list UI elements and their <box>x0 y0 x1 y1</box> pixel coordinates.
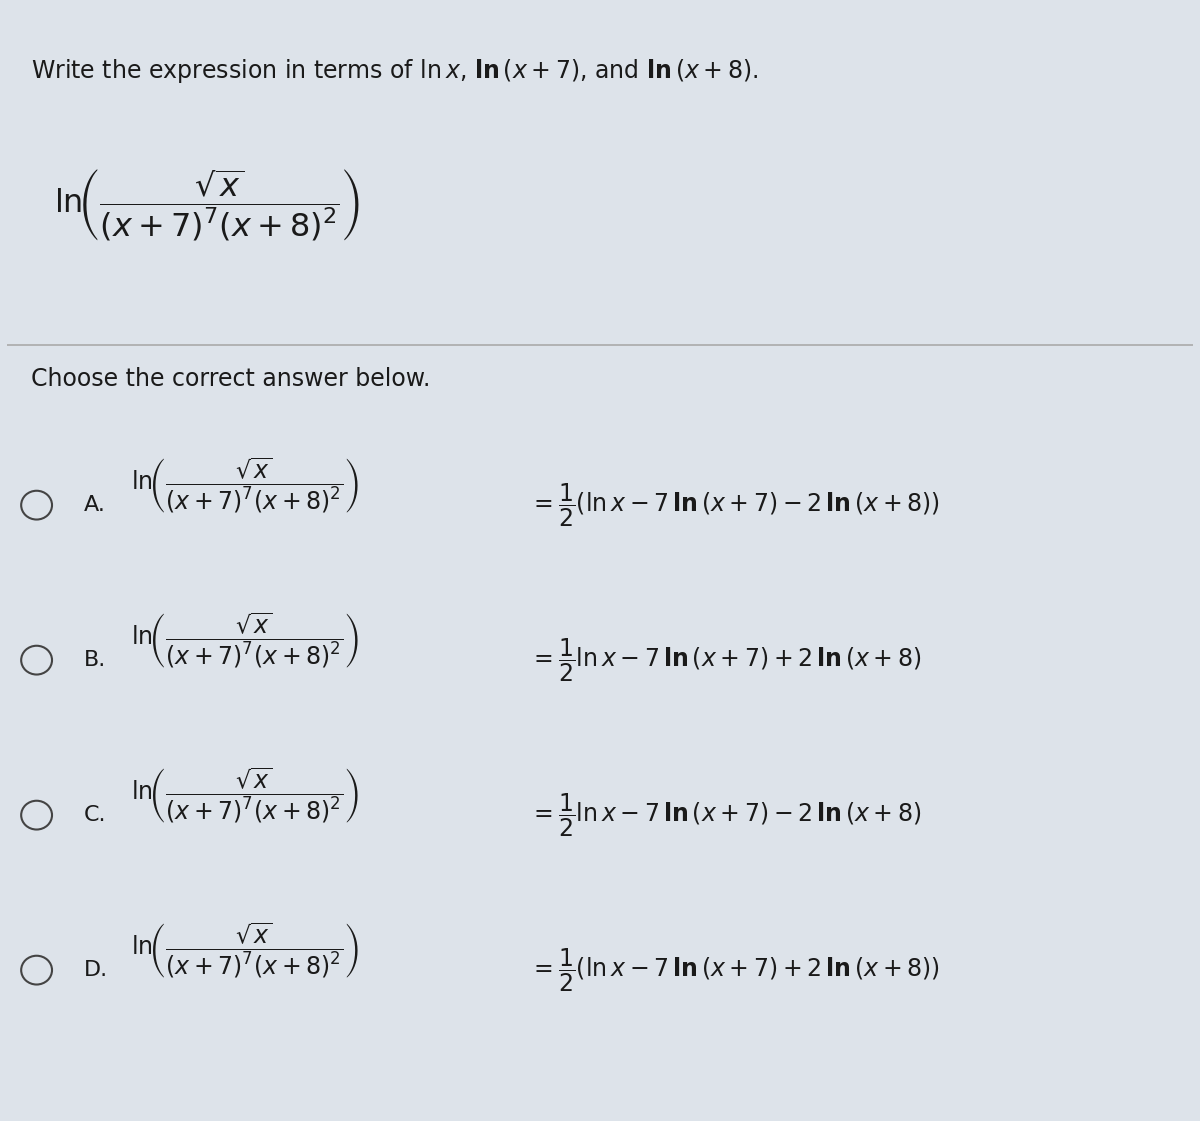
Text: B.: B. <box>84 650 107 670</box>
Text: $= \dfrac{1}{2}\ln x - 7\,\mathbf{ln}\,(x+7) - 2\,\mathbf{ln}\,(x+8)$: $= \dfrac{1}{2}\ln x - 7\,\mathbf{ln}\,(… <box>529 791 922 839</box>
Text: $\mathrm{ln}\!\left(\dfrac{\sqrt{x}}{(x+7)^7(x+8)^2}\right)$: $\mathrm{ln}\!\left(\dfrac{\sqrt{x}}{(x+… <box>132 610 359 670</box>
Text: A.: A. <box>84 495 106 516</box>
Text: Choose the correct answer below.: Choose the correct answer below. <box>31 367 430 391</box>
Text: $= \dfrac{1}{2}\ln x - 7\,\mathbf{ln}\,(x+7) + 2\,\mathbf{ln}\,(x+8)$: $= \dfrac{1}{2}\ln x - 7\,\mathbf{ln}\,(… <box>529 637 922 684</box>
Text: Write the expression in terms of $\ln x$, $\mathbf{ln}\,(x+7)$, and $\mathbf{ln}: Write the expression in terms of $\ln x$… <box>31 57 758 85</box>
Text: D.: D. <box>84 960 108 980</box>
Text: $\mathrm{ln}\!\left(\dfrac{\sqrt{x}}{(x+7)^7(x+8)^2}\right)$: $\mathrm{ln}\!\left(\dfrac{\sqrt{x}}{(x+… <box>132 766 359 825</box>
Text: $\mathrm{ln}\!\left(\dfrac{\sqrt{x}}{(x+7)^7(x+8)^2}\right)$: $\mathrm{ln}\!\left(\dfrac{\sqrt{x}}{(x+… <box>132 920 359 980</box>
Text: $= \dfrac{1}{2}(\ln x - 7\,\mathbf{ln}\,(x+7) + 2\,\mathbf{ln}\,(x+8))$: $= \dfrac{1}{2}(\ln x - 7\,\mathbf{ln}\,… <box>529 946 940 994</box>
Text: C.: C. <box>84 805 107 825</box>
Text: $\mathrm{ln}\!\left(\dfrac{\sqrt{x}}{(x+7)^7(x+8)^2}\right)$: $\mathrm{ln}\!\left(\dfrac{\sqrt{x}}{(x+… <box>54 167 360 243</box>
Text: $= \dfrac{1}{2}(\ln x - 7\,\mathbf{ln}\,(x+7) - 2\,\mathbf{ln}\,(x+8))$: $= \dfrac{1}{2}(\ln x - 7\,\mathbf{ln}\,… <box>529 481 940 529</box>
Text: $\mathrm{ln}\!\left(\dfrac{\sqrt{x}}{(x+7)^7(x+8)^2}\right)$: $\mathrm{ln}\!\left(\dfrac{\sqrt{x}}{(x+… <box>132 455 359 515</box>
